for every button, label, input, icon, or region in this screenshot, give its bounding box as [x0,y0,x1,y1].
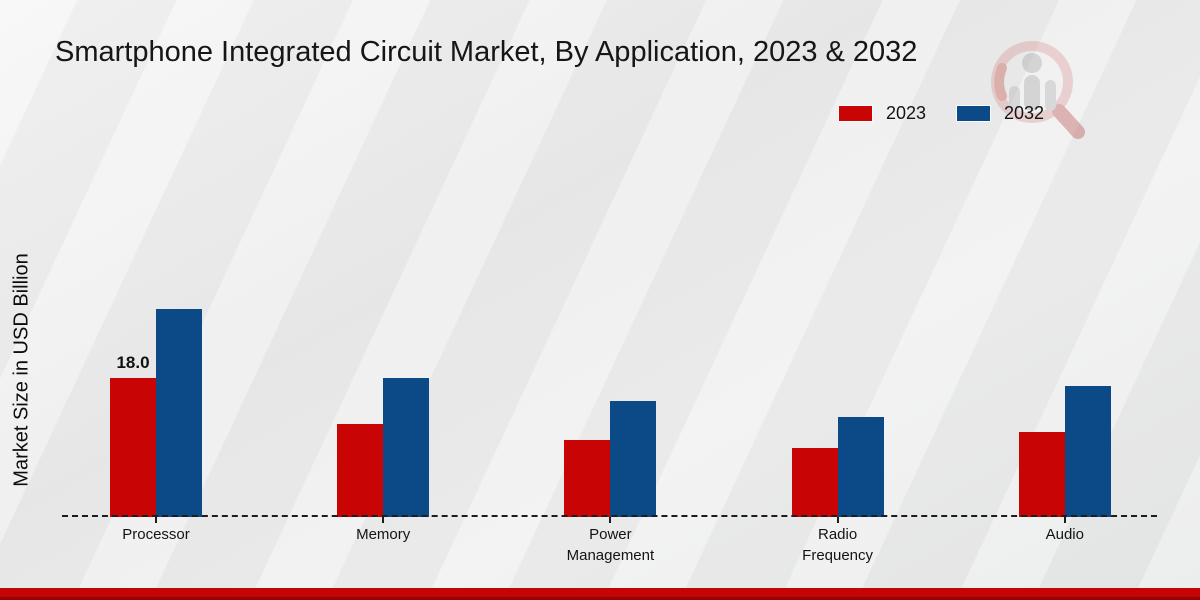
axis-tick-memory [382,517,385,523]
bar-value-label: 18.0 [116,353,150,373]
footer-accent-band [0,588,1200,600]
legend-item-2032: 2032 [956,103,1044,124]
bar-2023-audio [1018,432,1065,517]
x-axis-baseline [62,515,1157,517]
legend-item-2023: 2023 [838,103,926,124]
category-label-power-management: Power Management [566,526,655,564]
axis-tick-audio [1063,517,1066,523]
axis-tick-processor [155,517,157,523]
bar-2023-power-management [564,439,611,517]
bar-2023-radio-frequency [791,447,838,517]
bar-2023-processor [110,378,156,517]
chart-title: Smartphone Integrated Circuit Market, By… [55,36,918,68]
legend-swatch-2023 [838,105,873,122]
axis-tick-power-management [609,517,612,523]
legend-swatch-2032 [956,105,991,122]
market-research-logo-icon [991,41,1085,139]
bar-2032-radio-frequency [837,416,884,517]
bar-2032-processor [156,308,202,517]
category-label-processor: Processor [122,526,190,543]
category-label-radio-frequency: Radio Frequency [802,526,874,564]
legend-label-2023: 2023 [886,103,927,123]
bar-2023-memory [337,424,384,517]
bar-2032-power-management [610,401,657,517]
bar-2032-audio [1064,385,1111,517]
category-label-audio: Audio [1045,526,1084,543]
y-axis-label: Market Size in USD Billion [10,253,33,487]
legend-label-2032: 2032 [1004,103,1045,123]
category-label-memory: Memory [356,526,411,543]
axis-tick-radio-frequency [836,517,839,523]
bar-2032-memory [383,378,430,517]
